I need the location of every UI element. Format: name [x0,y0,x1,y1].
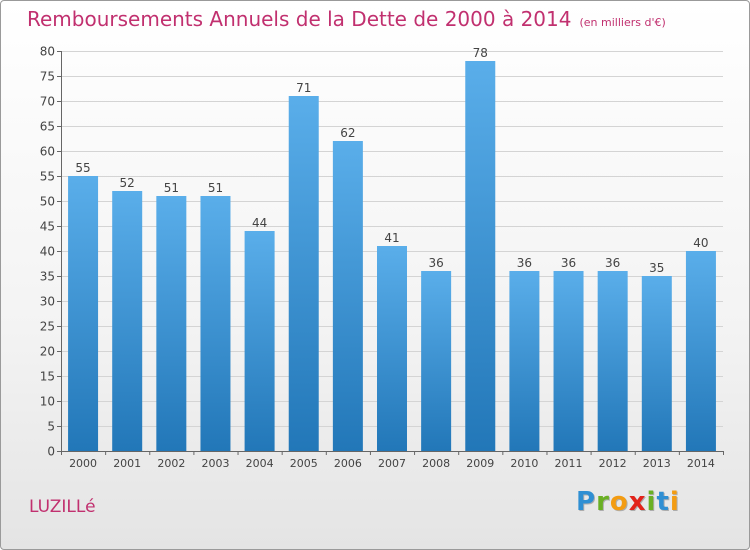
bar-2010 [509,271,540,451]
bar-2002 [156,196,187,451]
ytick-label: 45 [40,220,55,234]
brand-logo: Proxiti [576,487,680,517]
bar-2011 [553,271,584,451]
value-label-2008: 36 [428,256,443,270]
chart-title: Remboursements Annuels de la Dette de 20… [27,7,666,31]
value-label-2006: 62 [340,126,355,140]
bar-2000 [68,176,99,451]
value-label-2004: 44 [252,216,267,230]
ytick-label: 40 [40,245,55,259]
value-label-2000: 55 [75,161,90,175]
ytick-label: 65 [40,120,55,134]
ytick-label: 30 [40,295,55,309]
value-label-2002: 51 [164,181,179,195]
value-label-2013: 35 [649,261,664,275]
value-label-2007: 41 [384,231,399,245]
chart-title-text: Remboursements Annuels de la Dette de 20… [27,7,572,31]
ytick-label: 5 [47,420,55,434]
brand-letter: o [609,487,629,517]
category-label-2001: 2001 [113,457,141,470]
brand-letter: t [656,487,670,517]
brand-letter: i [646,487,657,517]
value-label-2010: 36 [517,256,532,270]
value-label-2012: 36 [605,256,620,270]
ytick-label: 15 [40,370,55,384]
value-label-2001: 52 [120,176,135,190]
bar-2003 [200,196,231,451]
bar-2001 [112,191,143,451]
bar-2014 [685,251,716,451]
category-label-2005: 2005 [290,457,318,470]
value-label-2005: 71 [296,81,311,95]
ytick-label: 70 [40,95,55,109]
ytick-label: 55 [40,170,55,184]
value-label-2003: 51 [208,181,223,195]
ytick-label: 25 [40,320,55,334]
brand-letter: x [628,487,647,517]
brand-letter: P [576,487,597,517]
value-label-2011: 36 [561,256,576,270]
category-label-2011: 2011 [555,457,583,470]
bar-2012 [597,271,628,451]
category-label-2000: 2000 [69,457,97,470]
labels: 0 5 10 15 20 25 30 35 40 45 50 55 60 65 70 75 80 55 2000 52… [40,45,715,471]
category-label-2014: 2014 [687,457,715,470]
ytick-label: 50 [40,195,55,209]
brand-letter: r [596,487,610,517]
bar-2004 [244,231,275,451]
bar-2008 [421,271,452,451]
ytick-label: 60 [40,145,55,159]
bar-2007 [377,246,407,451]
category-label-2008: 2008 [422,457,450,470]
category-label-2003: 2003 [201,457,229,470]
category-label-2013: 2013 [643,457,671,470]
bar-2009 [465,61,496,451]
category-label-2009: 2009 [466,457,494,470]
ytick-label: 20 [40,345,55,359]
axes [57,51,724,455]
ytick-label: 0 [47,445,55,459]
ytick-label: 10 [40,395,55,409]
commune-name: LUZILLé [29,497,96,517]
value-label-2014: 40 [693,236,708,250]
bar-2013 [641,276,672,451]
category-label-2007: 2007 [378,457,406,470]
ytick-label: 75 [40,70,55,84]
bars [68,61,716,451]
category-label-2002: 2002 [157,457,185,470]
category-label-2010: 2010 [510,457,538,470]
brand-letter: i [669,487,680,517]
category-label-2012: 2012 [599,457,627,470]
category-label-2006: 2006 [334,457,362,470]
chart-unit: (en milliers d'€) [579,16,666,29]
ytick-label: 80 [40,45,55,59]
category-label-2004: 2004 [246,457,274,470]
ytick-label: 35 [40,270,55,284]
bar-2005 [288,96,319,451]
bar-2006 [332,141,363,451]
value-label-2009: 78 [473,46,488,60]
